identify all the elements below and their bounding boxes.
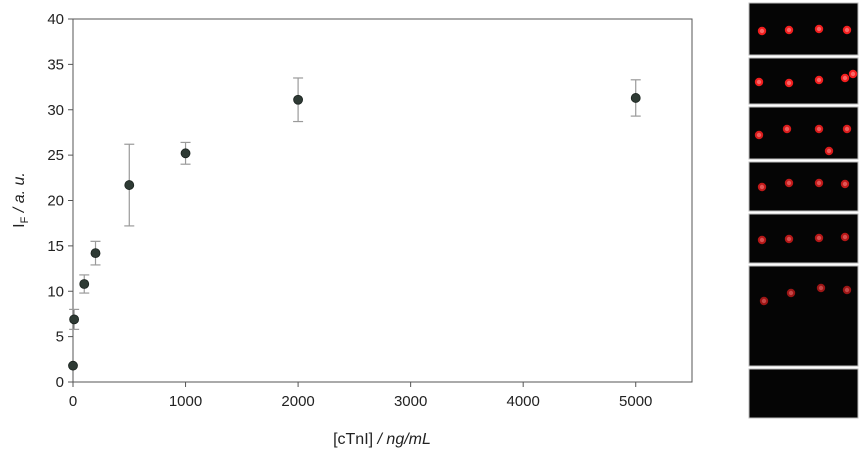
x-axis-ticks: 0 1000 2000 3000 4000 5000 — [69, 382, 652, 410]
y-tick-label: 15 — [47, 238, 64, 255]
data-point — [90, 248, 101, 259]
y-tick-label: 35 — [47, 56, 64, 73]
fluorescent-spot — [842, 285, 852, 295]
fluorescent-spot — [840, 232, 850, 242]
x-tick-label: 1000 — [169, 393, 202, 410]
plot-frame — [72, 18, 693, 383]
y-tick-label: 30 — [47, 102, 64, 119]
x-tick-label: 0 — [69, 393, 77, 410]
fluorescent-spot-core — [756, 79, 762, 85]
fluorescent-spot-core — [816, 235, 822, 241]
fluorescence-image-panel — [748, 2, 859, 56]
y-axis-title-symbol: I — [11, 223, 28, 227]
x-tick-label: 5000 — [619, 393, 652, 410]
fluorescent-spot-core — [786, 236, 792, 242]
fluorescent-spot-core — [786, 180, 792, 186]
y-tick-label: 0 — [56, 374, 64, 391]
fluorescent-spot — [816, 283, 826, 293]
y-tick-label: 40 — [47, 11, 64, 28]
y-axis-title-unit: / a. u. — [11, 172, 28, 216]
fluorescent-spot-core — [844, 27, 850, 33]
data-point — [69, 314, 80, 325]
fluorescence-image-panel — [748, 106, 859, 160]
fluorescent-spot-core — [761, 298, 767, 304]
y-tick-label: 10 — [47, 283, 64, 300]
fluorescence-image-panel — [748, 265, 859, 367]
data-point — [630, 93, 641, 103]
fluorescent-spot-core — [759, 184, 765, 190]
data-points — [68, 93, 641, 371]
y-axis-title-subscript: F — [19, 216, 31, 223]
x-tick-label: 2000 — [281, 393, 314, 410]
fluorescent-spot-core — [816, 180, 822, 186]
fluorescent-spot — [786, 288, 796, 298]
fluorescent-spot-core — [816, 77, 822, 83]
x-axis-title-unit: / ng/mL — [373, 431, 431, 448]
fluorescence-image-panel — [748, 213, 859, 264]
fluorescent-spot-core — [844, 126, 850, 132]
fluorescent-spot — [759, 296, 769, 306]
fluorescent-spot-core — [784, 126, 790, 132]
fluorescent-spot-core — [788, 290, 794, 296]
y-tick-label: 5 — [56, 329, 64, 346]
data-point — [68, 360, 78, 371]
x-axis-title-main: [cTnI] — [333, 431, 373, 448]
x-axis-title: [cTnI] / ng/mL — [333, 431, 431, 448]
fluorescent-spot-core — [756, 132, 762, 138]
y-axis-ticks: 0 5 10 15 20 25 30 35 40 — [47, 11, 73, 391]
fluorescent-spot-core — [786, 27, 792, 33]
y-tick-label: 20 — [47, 193, 64, 210]
x-tick-label: 3000 — [394, 393, 427, 410]
data-point — [79, 279, 90, 289]
data-point — [180, 148, 191, 159]
fluorescent-spot-core — [842, 181, 848, 187]
y-axis-title: IF / a. u. — [11, 172, 31, 228]
fluorescent-spot-core — [842, 75, 848, 81]
y-tick-label: 25 — [47, 147, 64, 164]
fluorescence-image-strip — [748, 2, 859, 419]
error-bars — [69, 77, 641, 330]
data-point — [293, 94, 303, 105]
fluorescent-spot-core — [816, 26, 822, 32]
fluorescent-spot-core — [842, 234, 848, 240]
fluorescent-spot-core — [826, 148, 832, 154]
fluorescence-image-panel — [748, 57, 859, 105]
fluorescent-spot-core — [759, 28, 765, 34]
data-point — [124, 180, 135, 190]
x-tick-label: 4000 — [506, 393, 539, 410]
fluorescent-spot-core — [818, 285, 824, 291]
fluorescent-spot — [784, 234, 794, 244]
fluorescent-spot-core — [816, 126, 822, 132]
fluorescent-spot-core — [759, 237, 765, 243]
fluorescent-spot — [757, 235, 767, 245]
fluorescence-image-panel — [748, 368, 859, 419]
plot-area: 0 5 10 15 20 25 30 35 40 0 1000 2000 3000 4000 5000 — [47, 11, 693, 410]
fluorescent-spot-core — [850, 71, 856, 77]
fluorescence-image-panel — [748, 161, 859, 212]
fluorescent-spot-core — [786, 80, 792, 86]
fluorescent-spot — [814, 233, 824, 243]
fluorescent-spot-core — [844, 287, 850, 293]
